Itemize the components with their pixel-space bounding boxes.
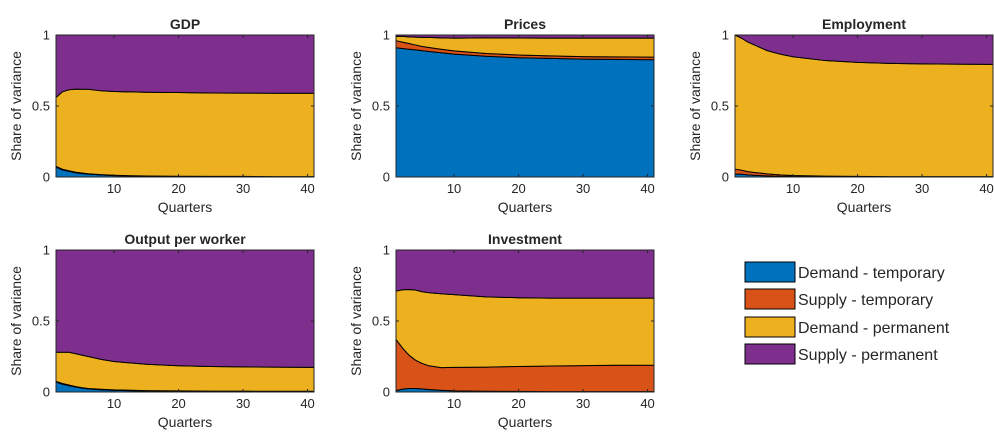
x-tick-label-prices-10: 10 (447, 181, 461, 196)
y-tick-label-employment-0: 0 (722, 170, 729, 185)
panel-employment: 10 20 30 40 0 0.5 1 Employment Quarters Share of … (687, 16, 994, 215)
panel-title-prices: Prices (504, 16, 546, 32)
y-tick-label-employment-1: 1 (722, 28, 729, 43)
legend-swatch-demand-permanent (744, 316, 796, 338)
y-axis-label-investment: Share of variance (348, 266, 364, 376)
panel-gdp: 10 20 30 40 0 0.5 1 GDP Quarters Share of varianc… (8, 16, 315, 215)
x-tick-label-employment-20: 20 (850, 181, 864, 196)
y-tick-label-prices-0: 0 (383, 170, 390, 185)
y-axis-label-prices: Share of variance (348, 51, 364, 161)
x-axis-label-employment: Quarters (837, 199, 891, 215)
x-axis-label-investment: Quarters (498, 414, 552, 430)
x-tick-label-prices-20: 20 (511, 181, 525, 196)
legend-swatch-supply-temporary (744, 288, 796, 310)
panel-title-output-per-worker: Output per worker (124, 231, 246, 247)
y-tick-label-output-per-worker-0: 0 (43, 385, 50, 400)
y-axis-label-output-per-worker: Share of variance (8, 266, 24, 376)
legend-label-supply-temporary: Supply - temporary (798, 292, 933, 309)
x-tick-label-output-per-worker-30: 30 (236, 396, 250, 411)
y-tick-label-investment-1: 1 (383, 243, 390, 258)
panel-prices: 10 20 30 40 0 0.5 1 Prices Quarters Share of vari… (348, 16, 655, 215)
x-tick-label-output-per-worker-20: 20 (171, 396, 185, 411)
legend-label-demand-permanent: Demand - permanent (798, 320, 950, 337)
y-tick-label-prices-0.5: 0.5 (372, 99, 390, 114)
x-tick-label-investment-10: 10 (447, 396, 461, 411)
y-tick-label-investment-0.5: 0.5 (372, 314, 390, 329)
x-tick-label-investment-30: 30 (576, 396, 590, 411)
legend-swatch-supply-permanent (744, 343, 796, 365)
area-investment-supply-permanent (395, 249, 655, 299)
x-tick-label-gdp-20: 20 (171, 181, 185, 196)
legend-label-supply-permanent: Supply - permanent (798, 347, 938, 364)
area-gdp-supply-permanent (55, 34, 315, 98)
panel-title-investment: Investment (488, 231, 562, 247)
y-tick-label-investment-0: 0 (383, 385, 390, 400)
x-axis-label-gdp: Quarters (158, 199, 212, 215)
y-axis-label-gdp: Share of variance (8, 51, 24, 161)
x-tick-label-employment-40: 40 (979, 181, 993, 196)
y-tick-label-output-per-worker-0.5: 0.5 (32, 314, 50, 329)
legend-swatch-demand-temporary (744, 261, 796, 283)
x-tick-label-employment-10: 10 (786, 181, 800, 196)
area-investment-demand-permanent (395, 288, 655, 369)
x-tick-label-output-per-worker-10: 10 (107, 396, 121, 411)
area-gdp-demand-permanent (55, 88, 315, 178)
legend-label-demand-temporary: Demand - temporary (798, 265, 945, 282)
panel-title-gdp: GDP (170, 16, 200, 32)
x-axis-label-output-per-worker: Quarters (158, 414, 212, 430)
y-tick-label-output-per-worker-1: 1 (43, 243, 50, 258)
x-tick-label-gdp-30: 30 (236, 181, 250, 196)
y-tick-label-gdp-0: 0 (43, 170, 50, 185)
x-tick-label-gdp-10: 10 (107, 181, 121, 196)
x-tick-label-investment-40: 40 (640, 396, 654, 411)
x-tick-label-prices-40: 40 (640, 181, 654, 196)
x-tick-label-output-per-worker-40: 40 (300, 396, 314, 411)
x-tick-label-prices-30: 30 (576, 181, 590, 196)
x-axis-label-prices: Quarters (498, 199, 552, 215)
legend: Demand - temporary Supply - temporary De… (740, 255, 986, 371)
y-axis-label-employment: Share of variance (687, 51, 703, 161)
y-tick-label-gdp-0.5: 0.5 (32, 99, 50, 114)
y-tick-label-employment-0.5: 0.5 (711, 99, 729, 114)
area-output-per-worker-supply-permanent (55, 249, 315, 368)
panel-title-employment: Employment (822, 16, 906, 32)
x-tick-label-gdp-40: 40 (300, 181, 314, 196)
y-tick-label-gdp-1: 1 (43, 28, 50, 43)
x-tick-label-employment-30: 30 (915, 181, 929, 196)
x-tick-label-investment-20: 20 (511, 396, 525, 411)
panel-investment: 10 20 30 40 0 0.5 1 Investment Quarters Share of … (348, 231, 655, 430)
area-prices-demand-temporary (395, 47, 655, 178)
y-tick-label-prices-1: 1 (383, 28, 390, 43)
panel-output-per-worker: 10 20 30 40 0 0.5 1 Output per worker Quarters Sh… (8, 231, 315, 430)
